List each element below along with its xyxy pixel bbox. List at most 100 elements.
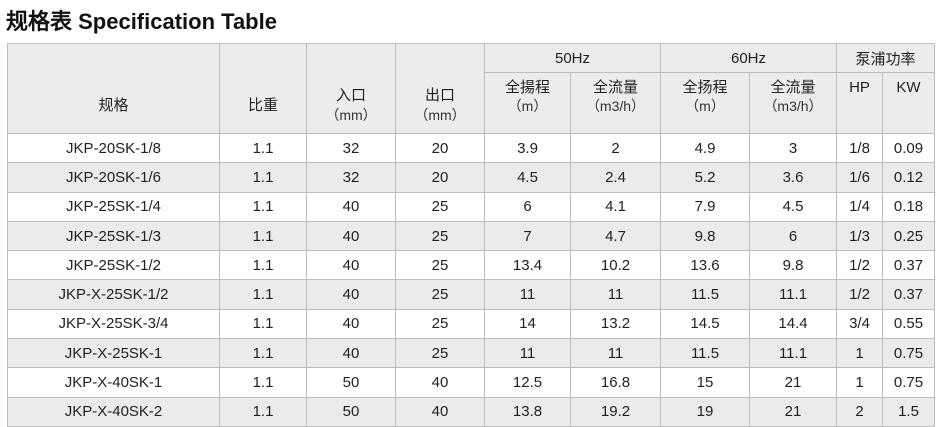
cell-head-60hz: 14.5 bbox=[660, 308, 750, 340]
cell-kw: 0.37 bbox=[881, 279, 936, 310]
header-head-50hz: 全揚程 （m） bbox=[484, 72, 571, 134]
header-inlet: 入口 （mm） bbox=[306, 43, 396, 134]
cell-model: JKP-X-40SK-1 bbox=[7, 367, 220, 398]
cell-outlet: 20 bbox=[395, 162, 485, 193]
cell-outlet: 25 bbox=[395, 191, 485, 222]
header-power: 泵浦功率 bbox=[835, 43, 936, 73]
header-outlet: 出口 （mm） bbox=[395, 43, 485, 134]
table-row: JKP-X-25SK-3/4 1.1 40 25 14 13.2 14.5 14.4 3/4 0.… bbox=[7, 308, 936, 340]
cell-inlet: 32 bbox=[306, 132, 396, 164]
head60-unit: （m） bbox=[685, 98, 725, 114]
cell-flow-60hz: 4.5 bbox=[749, 191, 837, 222]
table-row: JKP-25SK-1/2 1.1 40 25 13.4 10.2 13.6 9.8 1/2 0.3… bbox=[7, 250, 936, 281]
cell-flow-50hz: 11 bbox=[570, 338, 661, 369]
cell-flow-50hz: 2.4 bbox=[570, 162, 661, 193]
table-row: JKP-X-40SK-2 1.1 50 40 13.8 19.2 19 21 2 1.5 bbox=[7, 396, 936, 427]
cell-specific-gravity: 1.1 bbox=[219, 396, 307, 427]
cell-head-60hz: 7.9 bbox=[660, 191, 750, 222]
cell-head-60hz: 13.6 bbox=[660, 250, 750, 281]
cell-specific-gravity: 1.1 bbox=[219, 367, 307, 398]
header-hp: HP bbox=[836, 72, 883, 134]
cell-hp: 1/2 bbox=[836, 279, 883, 310]
header-model: 规格 bbox=[7, 43, 220, 134]
header-50hz: 50Hz bbox=[484, 43, 661, 73]
cell-hp: 2 bbox=[836, 396, 883, 427]
cell-head-50hz: 13.8 bbox=[484, 396, 571, 427]
cell-model: JKP-25SK-1/4 bbox=[7, 191, 220, 222]
cell-inlet: 40 bbox=[306, 220, 396, 252]
cell-model: JKP-X-25SK-3/4 bbox=[7, 308, 220, 340]
cell-flow-60hz: 6 bbox=[749, 220, 837, 252]
cell-specific-gravity: 1.1 bbox=[219, 162, 307, 193]
header-60hz: 60Hz bbox=[660, 43, 837, 73]
head50-unit: （m） bbox=[507, 98, 548, 114]
cell-flow-50hz: 2 bbox=[570, 132, 661, 164]
table-row: JKP-20SK-1/8 1.1 32 20 3.9 2 4.9 3 1/8 0.09 bbox=[7, 132, 936, 164]
cell-head-60hz: 15 bbox=[660, 367, 750, 398]
cell-flow-60hz: 21 bbox=[749, 367, 837, 398]
cell-model: JKP-X-25SK-1 bbox=[7, 338, 220, 369]
flow50-unit: （m3/h） bbox=[585, 98, 646, 114]
header-head-60hz: 全扬程 （m） bbox=[660, 72, 750, 134]
cell-hp: 1/8 bbox=[836, 132, 883, 164]
specification-table: 规格 比重 入口 （mm） 出口 （mm） 50Hz 60Hz 泵浦功率 全揚程 （m… bbox=[7, 43, 936, 427]
cell-head-60hz: 11.5 bbox=[660, 279, 750, 310]
cell-specific-gravity: 1.1 bbox=[219, 132, 307, 164]
cell-flow-60hz: 14.4 bbox=[749, 308, 837, 340]
cell-head-50hz: 12.5 bbox=[484, 367, 571, 398]
cell-hp: 1 bbox=[836, 338, 883, 369]
cell-inlet: 32 bbox=[306, 162, 396, 193]
cell-head-60hz: 4.9 bbox=[660, 132, 750, 164]
cell-outlet: 40 bbox=[395, 396, 485, 427]
cell-specific-gravity: 1.1 bbox=[219, 279, 307, 310]
header-specific-gravity: 比重 bbox=[219, 43, 307, 134]
flow60-unit: （m3/h） bbox=[763, 98, 823, 114]
cell-head-50hz: 14 bbox=[484, 308, 571, 340]
cell-head-60hz: 5.2 bbox=[660, 162, 750, 193]
cell-hp: 1 bbox=[836, 367, 883, 398]
cell-head-50hz: 3.9 bbox=[484, 132, 571, 164]
cell-inlet: 40 bbox=[306, 338, 396, 369]
cell-inlet: 50 bbox=[306, 396, 396, 427]
cell-flow-50hz: 11 bbox=[570, 279, 661, 310]
cell-hp: 1/6 bbox=[836, 162, 883, 193]
cell-kw: 0.25 bbox=[881, 220, 936, 252]
cell-model: JKP-X-25SK-1/2 bbox=[7, 279, 220, 310]
cell-kw: 0.12 bbox=[881, 162, 936, 193]
cell-flow-50hz: 4.7 bbox=[570, 220, 661, 252]
cell-head-50hz: 11 bbox=[484, 279, 571, 310]
cell-outlet: 25 bbox=[395, 220, 485, 252]
outlet-label: 出口 bbox=[424, 87, 455, 104]
cell-inlet: 40 bbox=[306, 308, 396, 340]
cell-kw: 0.55 bbox=[881, 308, 936, 340]
header-flow-60hz: 全流量 （m3/h） bbox=[749, 72, 837, 134]
cell-head-50hz: 7 bbox=[484, 220, 571, 252]
cell-inlet: 50 bbox=[306, 367, 396, 398]
table-row: JKP-X-25SK-1 1.1 40 25 11 11 11.5 11.1 1 0.75 bbox=[7, 338, 936, 369]
cell-outlet: 25 bbox=[395, 250, 485, 281]
cell-specific-gravity: 1.1 bbox=[219, 220, 307, 252]
cell-flow-60hz: 3.6 bbox=[749, 162, 837, 193]
cell-kw: 0.37 bbox=[881, 250, 936, 281]
table-row: JKP-X-40SK-1 1.1 50 40 12.5 16.8 15 21 1 0.75 bbox=[7, 367, 936, 398]
cell-model: JKP-25SK-1/3 bbox=[7, 220, 220, 252]
cell-head-60hz: 11.5 bbox=[660, 338, 750, 369]
table-row: JKP-20SK-1/6 1.1 32 20 4.5 2.4 5.2 3.6 1/6 0.12 bbox=[7, 162, 936, 193]
cell-hp: 1/2 bbox=[836, 250, 883, 281]
cell-head-60hz: 19 bbox=[660, 396, 750, 427]
cell-head-50hz: 11 bbox=[484, 338, 571, 369]
cell-hp: 3/4 bbox=[836, 308, 883, 340]
cell-outlet: 25 bbox=[395, 338, 485, 369]
cell-model: JKP-25SK-1/2 bbox=[7, 250, 220, 281]
cell-outlet: 25 bbox=[395, 279, 485, 310]
cell-flow-60hz: 11.1 bbox=[749, 338, 837, 369]
cell-hp: 1/3 bbox=[836, 220, 883, 252]
head60-label: 全扬程 bbox=[682, 79, 728, 96]
cell-model: JKP-X-40SK-2 bbox=[7, 396, 220, 427]
cell-kw: 1.5 bbox=[881, 396, 936, 427]
header-flow-50hz: 全流量 （m3/h） bbox=[570, 72, 661, 134]
cell-inlet: 40 bbox=[306, 279, 396, 310]
outlet-unit: （mm） bbox=[414, 107, 466, 123]
cell-flow-60hz: 21 bbox=[749, 396, 837, 427]
cell-model: JKP-20SK-1/8 bbox=[7, 132, 220, 164]
